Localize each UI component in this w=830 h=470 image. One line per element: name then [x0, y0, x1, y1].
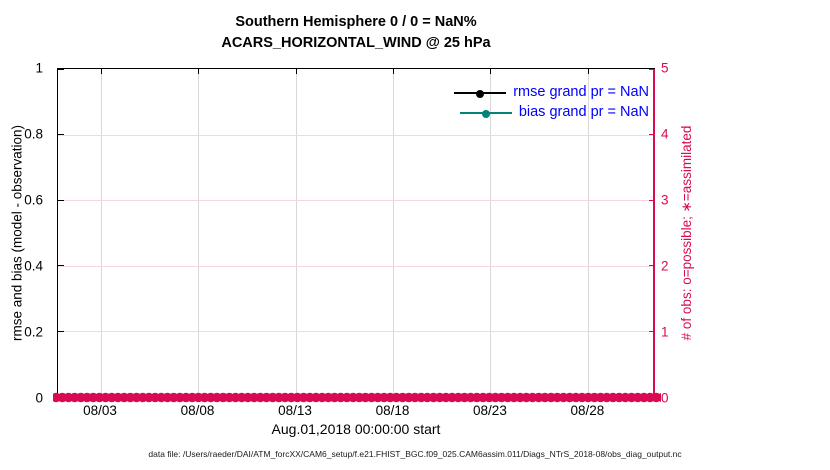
- x-tick-label: 08/13: [278, 403, 312, 418]
- x-tick-label: 08/18: [375, 403, 410, 418]
- y-gridline: [58, 331, 655, 333]
- y-tick-mark-right: [649, 199, 655, 201]
- legend: rmse grand pr = NaN bias grand pr = NaN: [454, 84, 649, 121]
- legend-entry: bias grand pr = NaN: [459, 104, 649, 121]
- y-gridline: [58, 265, 655, 267]
- y-tick-label-left: 0.8: [24, 126, 43, 142]
- chart-subtitle: ACARS_HORIZONTAL_WIND @ 25 hPa: [221, 35, 491, 51]
- y-tick-label-right: 1: [661, 324, 669, 340]
- chart-title-block: Southern Hemisphere 0 / 0 = NaN% ACARS_H…: [57, 12, 655, 54]
- x-tick-label: 08/23: [473, 403, 507, 418]
- chart-title: Southern Hemisphere 0 / 0 = NaN%: [235, 14, 477, 30]
- x-tick-label: 08/03: [83, 403, 117, 418]
- legend-marker-dot: [481, 109, 490, 118]
- y-tick-mark-left: [58, 265, 64, 267]
- x-axis-label: Aug.01,2018 00:00:00 start: [271, 421, 441, 437]
- x-tick-mark: [295, 69, 297, 74]
- right-axis-line: [653, 69, 655, 397]
- x-tick-mark: [490, 69, 492, 74]
- legend-label: rmse grand pr = NaN: [513, 84, 649, 100]
- y-tick-mark-left: [58, 134, 64, 136]
- y-tick-label-right: 0: [661, 390, 669, 406]
- x-tick-mark: [392, 69, 394, 74]
- y-tick-label-right: 2: [661, 258, 669, 274]
- x-gridline: [100, 69, 102, 397]
- x-gridline: [587, 69, 589, 397]
- y-axis-left-tick-labels: 0 0.2 0.4 0.6 0.8 1: [0, 61, 50, 406]
- x-gridline: [295, 69, 297, 397]
- x-tick-mark: [587, 69, 589, 74]
- y-gridline: [58, 200, 655, 202]
- y-tick-mark-right: [649, 330, 655, 332]
- y-tick-label-left: 0: [35, 390, 43, 406]
- y-gridline: [58, 134, 655, 136]
- legend-entry: rmse grand pr = NaN: [454, 84, 649, 101]
- footer-datafile: data file: /Users/raeder/DAI/ATM_forcXX/…: [148, 449, 682, 459]
- y-tick-mark-right: [649, 134, 655, 136]
- y-tick-label-right: 3: [661, 192, 669, 208]
- y-tick-label-left: 0.2: [24, 324, 43, 340]
- y-tick-mark-left: [58, 199, 64, 201]
- x-tick-label: 08/08: [180, 403, 215, 418]
- obs-marker-band: [53, 390, 661, 404]
- x-gridline: [490, 69, 492, 397]
- y-tick-label-left: 1: [35, 60, 43, 76]
- legend-label: bias grand pr = NaN: [518, 104, 649, 120]
- x-tick-mark: [100, 69, 102, 74]
- y-tick-mark-left: [58, 68, 64, 70]
- y-tick-label-right: 5: [661, 60, 669, 76]
- legend-marker-dot: [476, 89, 485, 98]
- legend-line-sample: [454, 89, 507, 98]
- y-tick-label-left: 0.4: [24, 258, 43, 274]
- x-tick-label: 08/28: [570, 403, 605, 418]
- legend-line-sample: [459, 109, 512, 118]
- y-tick-mark-right: [649, 265, 655, 267]
- plot-area: rmse grand pr = NaN bias grand pr = NaN: [53, 68, 661, 404]
- x-gridline: [198, 69, 200, 397]
- y-tick-mark-right: [649, 68, 655, 70]
- x-gridline: [392, 69, 394, 397]
- x-tick-mark: [198, 69, 200, 74]
- y-tick-label-right: 4: [661, 126, 669, 142]
- x-axis-tick-labels: 08/03 08/08 08/13 08/18 08/23 08/28: [57, 403, 655, 420]
- y-tick-label-left: 0.6: [24, 192, 43, 208]
- y-axis-right-tick-labels: 0 1 2 3 4 5: [661, 61, 701, 406]
- y-tick-mark-left: [58, 330, 64, 332]
